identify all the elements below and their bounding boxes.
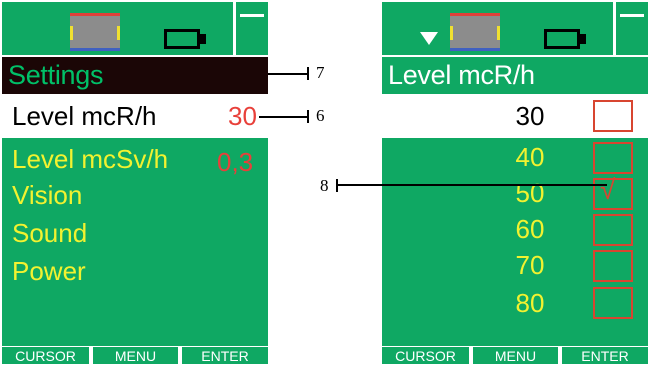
option-value[interactable]: 50: [515, 178, 545, 208]
menu-item-power[interactable]: Power: [12, 256, 86, 287]
status-bar-main: [382, 2, 613, 55]
option-checkbox-checked[interactable]: √: [593, 174, 633, 210]
option-value[interactable]: 60: [515, 214, 545, 244]
settings-screen: Settings Level mcR/h 30 Level mcSv/h 0,3…: [2, 2, 268, 364]
softkey-bar: CURSOR MENU ENTER: [2, 347, 268, 364]
option-checkbox[interactable]: [593, 287, 633, 319]
softkey-bar: CURSOR MENU ENTER: [382, 347, 648, 364]
menu-item-vision[interactable]: Vision: [12, 180, 82, 211]
menu-item-label: Level mcSv/h: [12, 144, 169, 174]
status-bar-divider: [233, 2, 236, 55]
screen-header: Level mcR/h: [382, 57, 648, 94]
callout-line: [259, 116, 309, 118]
callout-line: [268, 73, 308, 75]
menu-item-label: Sound: [12, 218, 88, 248]
menu-item-level-mcsvh[interactable]: Level mcSv/h: [12, 144, 168, 175]
callout-line: [337, 184, 607, 186]
battery-icon: [164, 29, 200, 49]
menu-item-sound[interactable]: Sound: [12, 218, 87, 249]
callout-number: 6: [316, 106, 325, 125]
level-mcrh-screen: Level mcR/h 30 40 50 √ 60 70 80 CURSOR M…: [382, 2, 648, 364]
option-value[interactable]: 80: [515, 288, 545, 318]
softkey-cursor[interactable]: CURSOR: [382, 347, 469, 364]
status-bar: [382, 2, 648, 55]
menu-item-value: 30: [228, 101, 257, 131]
battery-tip: [200, 34, 206, 44]
screen-header: Settings: [2, 57, 268, 94]
status-bar-divider: [613, 2, 616, 55]
menu-list: Level mcSv/h 0,3 Vision Sound Power: [2, 138, 268, 346]
option-row-30[interactable]: 30: [382, 95, 648, 137]
softkey-enter[interactable]: ENTER: [182, 347, 268, 364]
detector-icon: [70, 13, 120, 51]
status-bar-corner: [616, 2, 648, 55]
status-bar-main: [2, 2, 233, 55]
menu-item-label: Power: [12, 256, 86, 286]
header-title: Level mcR/h: [388, 60, 535, 90]
option-checkbox[interactable]: [593, 100, 633, 132]
menu-item-label: Level mcR/h: [12, 101, 157, 131]
option-value[interactable]: 40: [515, 142, 545, 172]
minus-icon: [620, 14, 644, 17]
detector-icon: [450, 13, 500, 51]
header-title: Settings: [8, 60, 104, 90]
option-value[interactable]: 70: [515, 250, 545, 280]
option-list: 40 50 √ 60 70 80: [382, 138, 648, 346]
option-checkbox[interactable]: [593, 214, 633, 246]
menu-item-value: 0,3: [217, 147, 254, 177]
callout-tick: [307, 110, 309, 123]
status-bar-corner: [236, 2, 268, 55]
softkey-cursor[interactable]: CURSOR: [2, 347, 89, 364]
callout-number: 8: [320, 176, 329, 195]
minus-icon: [240, 14, 264, 17]
menu-item-label: Vision: [12, 180, 83, 210]
softkey-menu[interactable]: MENU: [93, 347, 178, 364]
check-mark-icon: √: [600, 174, 616, 205]
down-arrow-icon: [420, 32, 438, 45]
option-checkbox[interactable]: [593, 250, 633, 282]
option-value: 30: [515, 101, 545, 131]
status-bar: [2, 2, 268, 55]
battery-tip: [580, 34, 586, 44]
callout-number: 7: [316, 63, 325, 82]
callout-tick: [307, 67, 309, 80]
battery-icon: [544, 29, 580, 49]
option-checkbox[interactable]: [593, 142, 633, 174]
softkey-enter[interactable]: ENTER: [562, 347, 648, 364]
menu-item-level-mcrh[interactable]: Level mcR/h 30: [2, 95, 268, 137]
softkey-menu[interactable]: MENU: [473, 347, 558, 364]
